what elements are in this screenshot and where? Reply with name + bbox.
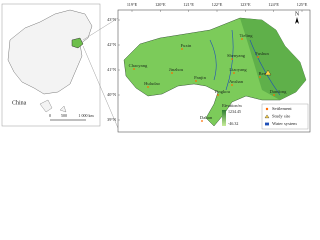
- north-arrow-shape: [295, 17, 299, 24]
- china-outline: [7, 9, 93, 95]
- elevation-high: 1234.45: [228, 109, 241, 114]
- legend-label: Water system: [272, 121, 297, 126]
- legend: Settlement Study site Water system: [264, 106, 297, 126]
- city-label: Yingkou: [214, 89, 231, 94]
- connector: [82, 17, 119, 41]
- city-label: Fushun: [255, 51, 269, 56]
- scale-label: 0: [49, 113, 51, 118]
- settlement-marker: [181, 48, 183, 50]
- settlement-marker: [231, 58, 233, 60]
- legend-label: Study site: [272, 114, 290, 119]
- lat-label: 39°N: [107, 117, 116, 122]
- city-label: Dalian: [200, 115, 213, 120]
- city-label: Shenyang: [227, 53, 246, 58]
- legend-symbol: [265, 107, 269, 111]
- lon-label: 119°E: [127, 2, 138, 7]
- city-label: Benxi: [259, 71, 271, 76]
- cities: Fuxin Tieling Shenyang Fushun Chaoyang Jinzho…: [129, 33, 287, 122]
- city-label: Tieling: [239, 33, 253, 38]
- figure: China 119°E 120°E 121°E 122°E 123°E 124°E 125°…: [1, 2, 311, 133]
- inset-map: China: [1, 3, 101, 127]
- lat-ticks: 43°N 42°N 41°N 40°N 39°N: [107, 17, 120, 122]
- city-label: Liaoyang: [229, 67, 247, 72]
- lon-ticks: 119°E 120°E 121°E 122°E 123°E 124°E 125°E: [127, 2, 308, 12]
- settlement-marker: [259, 76, 261, 78]
- settlement-marker: [171, 72, 173, 74]
- north-arrow: N: [295, 11, 300, 17]
- elevation-low: -46.32: [228, 121, 238, 126]
- settlement-marker: [233, 72, 235, 74]
- legend-symbol: [264, 114, 270, 119]
- lat-label: 43°N: [107, 17, 116, 22]
- city-label: Jinzhou: [169, 67, 184, 72]
- settlement-marker: [133, 68, 135, 70]
- settlement-marker: [231, 84, 233, 86]
- settlement-marker: [257, 56, 259, 58]
- lon-label: 123°E: [240, 2, 251, 7]
- lon-label: 125°E: [297, 2, 308, 7]
- legend-symbol: [265, 122, 269, 126]
- legend-label: Settlement: [272, 106, 292, 111]
- lon-label: 122°E: [212, 2, 223, 7]
- settlement-marker: [241, 38, 243, 40]
- city-label: Fuxin: [181, 43, 192, 48]
- lon-label: 124°E: [268, 2, 279, 7]
- lon-label: 121°E: [183, 2, 194, 7]
- liaoning-highlight: [71, 37, 84, 49]
- settlement-marker: [217, 94, 219, 96]
- lat-label: 42°N: [107, 42, 116, 47]
- lat-label: 41°N: [107, 67, 116, 72]
- city-label: Anshan: [229, 79, 244, 84]
- highland: [240, 18, 306, 100]
- scale-label: 500: [61, 113, 67, 118]
- connector: [82, 45, 119, 129]
- settlement-marker: [201, 120, 203, 122]
- lat-label: 40°N: [107, 92, 116, 97]
- settlement-marker: [273, 94, 275, 96]
- legend-box: [261, 103, 309, 130]
- scale-label: 1 000 km: [78, 113, 94, 118]
- city-label: Chaoyang: [129, 63, 148, 68]
- inset-label: China: [12, 100, 27, 106]
- rivers: [209, 29, 281, 96]
- city-label: Huludao: [144, 81, 161, 86]
- settlement-marker: [147, 86, 149, 88]
- city-label: Panjin: [194, 75, 206, 80]
- lon-label: 120°E: [155, 2, 166, 7]
- study-site: [264, 69, 272, 76]
- main-map: 119°E 120°E 121°E 122°E 123°E 124°E 125°E 43°N…: [107, 2, 311, 133]
- settlement-marker: [195, 80, 197, 82]
- elevation-title: Elevation/m: [222, 103, 242, 108]
- city-label: Dandong: [270, 89, 288, 94]
- islands: [39, 99, 67, 113]
- elevation-bar: [222, 110, 226, 126]
